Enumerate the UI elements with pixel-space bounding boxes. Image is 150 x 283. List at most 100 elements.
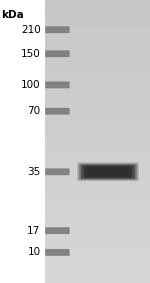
Bar bbox=[45, 184, 150, 185]
Bar bbox=[45, 40, 150, 41]
Bar bbox=[45, 18, 150, 20]
Bar bbox=[45, 100, 150, 102]
Bar bbox=[45, 181, 150, 183]
Bar bbox=[45, 174, 150, 175]
Bar bbox=[45, 59, 150, 61]
Bar bbox=[45, 129, 150, 130]
Bar bbox=[45, 6, 150, 7]
Bar bbox=[45, 183, 150, 184]
FancyBboxPatch shape bbox=[77, 162, 139, 181]
Bar bbox=[45, 130, 150, 132]
FancyBboxPatch shape bbox=[46, 29, 69, 32]
Bar bbox=[45, 83, 150, 85]
FancyBboxPatch shape bbox=[46, 110, 69, 113]
Bar bbox=[45, 200, 150, 201]
Bar bbox=[45, 115, 150, 116]
Bar bbox=[45, 239, 150, 241]
Bar bbox=[45, 245, 150, 246]
Bar bbox=[45, 91, 150, 92]
Bar bbox=[45, 119, 150, 120]
Bar bbox=[45, 125, 150, 126]
Bar bbox=[45, 149, 150, 150]
Bar bbox=[45, 27, 150, 28]
Bar bbox=[45, 280, 150, 282]
Bar bbox=[45, 231, 150, 232]
Bar bbox=[45, 232, 150, 233]
Bar bbox=[45, 233, 150, 235]
Bar bbox=[45, 144, 150, 146]
Bar bbox=[45, 35, 150, 37]
Bar bbox=[45, 10, 150, 11]
FancyBboxPatch shape bbox=[46, 84, 69, 87]
Bar bbox=[45, 191, 150, 192]
Bar bbox=[45, 42, 150, 44]
Bar bbox=[45, 256, 150, 258]
Bar bbox=[45, 11, 150, 13]
Bar bbox=[45, 166, 150, 167]
Bar bbox=[45, 92, 150, 93]
Bar bbox=[45, 185, 150, 187]
Bar bbox=[45, 110, 150, 112]
Bar bbox=[45, 158, 150, 160]
Text: 100: 100 bbox=[21, 80, 40, 90]
Bar bbox=[45, 194, 150, 195]
Text: 35: 35 bbox=[27, 167, 40, 177]
Text: 70: 70 bbox=[27, 106, 40, 116]
FancyBboxPatch shape bbox=[45, 26, 70, 33]
Bar bbox=[45, 282, 150, 283]
Bar bbox=[45, 208, 150, 209]
Bar bbox=[45, 99, 150, 100]
Bar bbox=[45, 171, 150, 173]
Bar bbox=[45, 249, 150, 250]
FancyBboxPatch shape bbox=[46, 251, 69, 254]
Bar bbox=[45, 229, 150, 231]
Bar bbox=[45, 24, 150, 25]
Bar bbox=[45, 214, 150, 215]
Bar bbox=[45, 160, 150, 161]
Bar bbox=[45, 140, 150, 142]
FancyBboxPatch shape bbox=[45, 82, 70, 88]
Bar bbox=[45, 47, 150, 48]
Bar bbox=[45, 52, 150, 54]
Text: kDa: kDa bbox=[2, 10, 24, 20]
Bar bbox=[45, 55, 150, 57]
Bar bbox=[45, 270, 150, 272]
Bar bbox=[45, 235, 150, 236]
Bar bbox=[45, 262, 150, 263]
Bar bbox=[45, 177, 150, 178]
Bar bbox=[45, 133, 150, 134]
Bar bbox=[45, 31, 150, 33]
Bar bbox=[45, 197, 150, 198]
Bar bbox=[45, 113, 150, 115]
Bar bbox=[45, 21, 150, 23]
Bar bbox=[45, 198, 150, 200]
Text: 10: 10 bbox=[27, 247, 40, 258]
Bar bbox=[45, 207, 150, 208]
Bar bbox=[45, 195, 150, 197]
Bar bbox=[45, 64, 150, 65]
Bar bbox=[45, 150, 150, 151]
Bar bbox=[45, 98, 150, 99]
Bar bbox=[45, 218, 150, 219]
Bar bbox=[45, 275, 150, 276]
FancyBboxPatch shape bbox=[46, 230, 69, 233]
Bar bbox=[45, 1, 150, 3]
Text: 210: 210 bbox=[21, 25, 40, 35]
FancyBboxPatch shape bbox=[88, 167, 128, 177]
Bar bbox=[45, 151, 150, 153]
Bar bbox=[45, 37, 150, 38]
Bar bbox=[45, 192, 150, 194]
Bar bbox=[45, 219, 150, 221]
Bar bbox=[45, 54, 150, 55]
Bar bbox=[45, 38, 150, 40]
Bar bbox=[45, 134, 150, 136]
Bar bbox=[45, 28, 150, 30]
Bar bbox=[45, 45, 150, 47]
Bar bbox=[45, 20, 150, 21]
Bar bbox=[45, 276, 150, 277]
Bar bbox=[45, 4, 150, 6]
Bar bbox=[45, 161, 150, 163]
Bar bbox=[45, 146, 150, 147]
Bar bbox=[45, 260, 150, 262]
Bar bbox=[45, 188, 150, 190]
